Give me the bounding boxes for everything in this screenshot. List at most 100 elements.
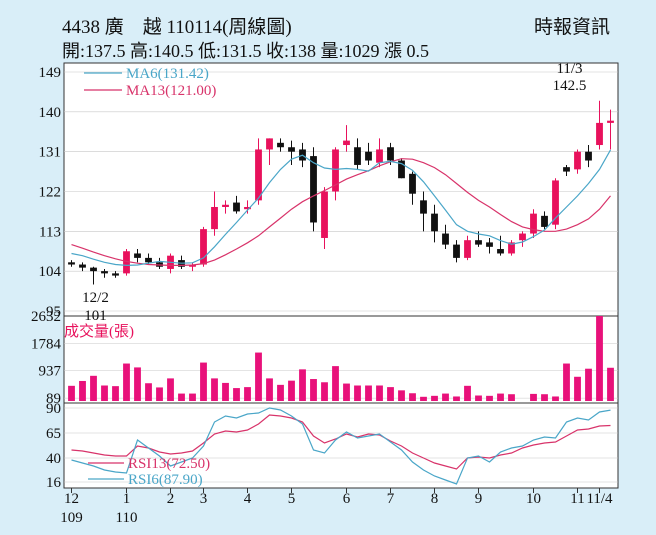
candle-body bbox=[530, 213, 537, 234]
x-tick-label: 8 bbox=[431, 491, 439, 507]
rsi-legend-label: RSI13(72.50) bbox=[128, 456, 210, 472]
candle-body bbox=[321, 191, 328, 238]
legend-label: MA13(121.00) bbox=[126, 83, 216, 99]
candle-body bbox=[145, 257, 152, 263]
volume-bar bbox=[90, 375, 97, 401]
candle-body bbox=[519, 233, 526, 241]
candle-body bbox=[420, 200, 427, 214]
candle-body bbox=[508, 242, 515, 254]
volume-bar bbox=[255, 352, 262, 401]
volume-tick-label: 89 bbox=[46, 391, 61, 407]
volume-bar bbox=[475, 395, 482, 401]
candle-body bbox=[112, 273, 119, 276]
x-tick-label: 3 bbox=[200, 491, 208, 507]
x-tick-label: 10 bbox=[526, 491, 541, 507]
candle-body bbox=[288, 147, 295, 152]
volume-bar bbox=[508, 394, 515, 401]
volume-bar bbox=[442, 393, 449, 401]
candle-body bbox=[68, 262, 75, 265]
high-date-annotation: 11/3 bbox=[556, 61, 582, 77]
price-tick-label: 122 bbox=[39, 185, 62, 201]
candle-body bbox=[134, 253, 141, 258]
candle-body bbox=[442, 233, 449, 245]
price-tick-label: 104 bbox=[39, 264, 62, 280]
volume-bar bbox=[79, 380, 86, 401]
x-tick-label: 1 bbox=[123, 491, 131, 507]
volume-tick-label: 1784 bbox=[31, 336, 62, 352]
volume-bar bbox=[464, 385, 471, 401]
volume-tick-label: 937 bbox=[39, 364, 62, 380]
candle-body bbox=[596, 122, 603, 146]
candle-body bbox=[607, 120, 614, 123]
volume-title: 成交量(張) bbox=[64, 322, 134, 340]
volume-bar bbox=[156, 387, 163, 401]
volume-bar bbox=[365, 385, 372, 401]
volume-bar bbox=[607, 367, 614, 401]
volume-bar bbox=[376, 385, 383, 401]
candle-body bbox=[376, 149, 383, 163]
candle-body bbox=[464, 240, 471, 258]
candle-body bbox=[475, 240, 482, 245]
candle-body bbox=[255, 149, 262, 201]
candle-body bbox=[563, 167, 570, 172]
candle-body bbox=[431, 213, 438, 232]
candle-body bbox=[453, 244, 460, 258]
quote-line: 開:137.5 高:140.5 低:131.5 收:138 量:1029 漲 0… bbox=[62, 41, 430, 61]
candle-body bbox=[332, 149, 339, 192]
x-tick-label: 2 bbox=[167, 491, 175, 507]
volume-bar bbox=[244, 387, 251, 401]
volume-bar bbox=[167, 378, 174, 401]
candle-body bbox=[310, 156, 317, 223]
candle-body bbox=[574, 151, 581, 170]
candle-body bbox=[266, 138, 273, 150]
volume-bar bbox=[343, 383, 350, 401]
candlesticks bbox=[68, 100, 614, 285]
rsi-tick-label: 16 bbox=[46, 475, 62, 491]
volume-bar bbox=[222, 382, 229, 401]
volume-bar bbox=[112, 386, 119, 401]
candle-body bbox=[123, 251, 130, 274]
candle-body bbox=[365, 151, 372, 161]
candle-body bbox=[244, 206, 251, 210]
x-tick-label: 5 bbox=[288, 491, 296, 507]
candle-body bbox=[211, 206, 218, 230]
chart-title: 4438 廣 越 110114(周線圖) bbox=[62, 17, 292, 38]
volume-bar bbox=[486, 395, 493, 401]
volume-bar bbox=[574, 376, 581, 401]
volume-bar bbox=[420, 396, 427, 401]
price-tick-label: 113 bbox=[39, 224, 61, 240]
x-tick-sublabel: 110 bbox=[116, 510, 138, 526]
candle-body bbox=[90, 267, 97, 272]
candle-body bbox=[200, 229, 207, 265]
x-tick-label: 9 bbox=[475, 491, 483, 507]
volume-bar bbox=[299, 369, 306, 401]
candle-body bbox=[79, 264, 86, 268]
volume-bar bbox=[431, 395, 438, 401]
candle-body bbox=[497, 249, 504, 254]
ma6-line bbox=[71, 149, 612, 267]
rsi-legend-label: RSI6(87.90) bbox=[128, 472, 203, 488]
candle-body bbox=[398, 160, 405, 179]
candle-body bbox=[541, 215, 548, 227]
tick-labels: 9510411312213114014989937178426321640659… bbox=[31, 65, 613, 526]
volume-bar bbox=[277, 384, 284, 401]
volume-bar bbox=[145, 383, 152, 401]
x-tick-label: 11/4 bbox=[586, 491, 613, 507]
price-tick-label: 95 bbox=[46, 304, 61, 320]
volume-bar bbox=[178, 393, 185, 401]
volume-bar bbox=[398, 390, 405, 401]
volume-bar bbox=[497, 393, 504, 401]
volume-bar bbox=[233, 388, 240, 401]
x-tick-label: 12 bbox=[64, 491, 79, 507]
volume-bar bbox=[552, 396, 559, 401]
source-label: 時報資訊 bbox=[534, 17, 611, 38]
x-tick-label: 6 bbox=[343, 491, 351, 507]
candle-body bbox=[409, 173, 416, 194]
x-tick-sublabel: 109 bbox=[60, 510, 83, 526]
volume-tick-label: 2632 bbox=[31, 309, 61, 325]
volume-bars bbox=[68, 316, 614, 401]
volume-bar bbox=[596, 316, 603, 401]
volume-bar bbox=[189, 393, 196, 401]
price-tick-label: 140 bbox=[39, 105, 62, 121]
volume-bar bbox=[563, 363, 570, 401]
